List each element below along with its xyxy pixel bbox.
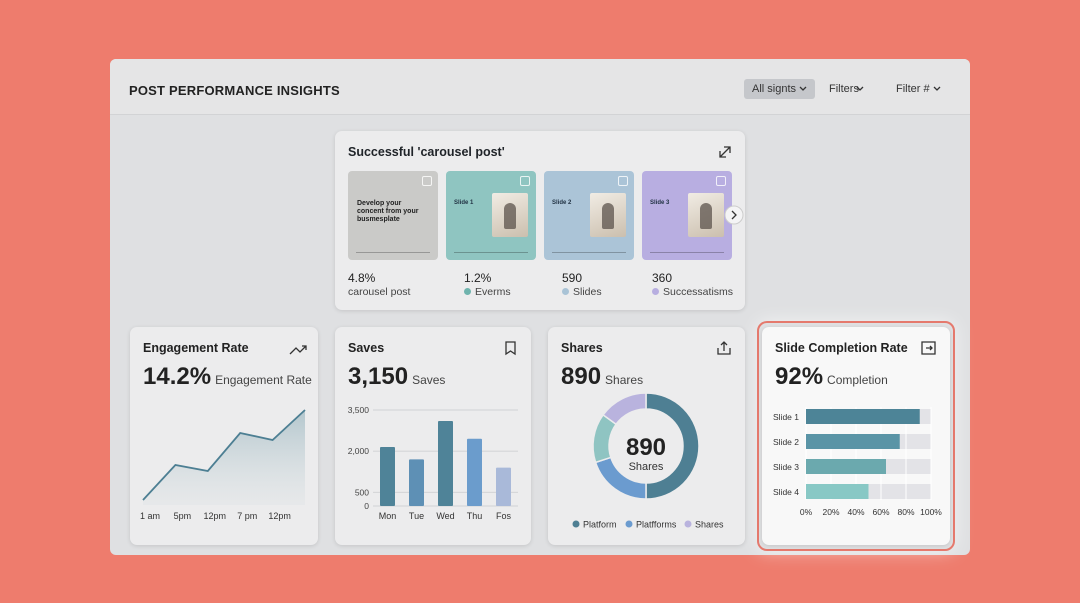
stat-value: 360: [652, 271, 673, 285]
slide-corner: [618, 176, 628, 186]
slide-label: Slide 1: [454, 200, 474, 206]
page-title: POST PERFORMANCE INSIGHTS: [129, 83, 340, 98]
stat-dot: [562, 288, 569, 295]
slide-thumbnail: Slide 3: [642, 171, 732, 260]
highlight-frame: [757, 321, 955, 551]
filter-button[interactable]: Filters: [829, 83, 859, 95]
metric-card: Slide Completion Rate 92% Completion: [762, 327, 950, 545]
photo-figure: [602, 203, 614, 229]
metric-card: Engagement Rate 14.2% Engagement Rate: [130, 327, 318, 545]
value-row: 92% Completion: [775, 363, 888, 391]
stat-dot: [652, 288, 659, 295]
slide-thumbnail: Slide 2: [544, 171, 634, 260]
slide-footer: [356, 252, 430, 253]
photo-figure: [700, 203, 712, 229]
filter-button[interactable]: Filter #: [896, 83, 930, 95]
card-title: Shares: [561, 341, 603, 355]
value-row: 3,150 Saves: [348, 363, 445, 391]
slide-corner: [716, 176, 726, 186]
slide-text: Develop your concent from your busmespla…: [357, 200, 419, 223]
carousel-title: Successful 'carousel post': [348, 145, 505, 159]
card-title: Slide Completion Rate: [775, 341, 908, 355]
slide-thumbnail: Develop your concent from your busmespla…: [348, 171, 438, 260]
stat-row: Successatisms: [652, 286, 733, 298]
metric-unit: Completion: [827, 373, 888, 387]
metric-card: Saves 3,150 Saves: [335, 327, 531, 545]
slide-label: Slide 3: [650, 200, 670, 206]
value-row: 890 Shares: [561, 363, 643, 391]
stat-dot: [464, 288, 471, 295]
stat-row: Everms: [464, 286, 511, 298]
stat-row: carousel post: [348, 286, 410, 298]
metric-value: 92%: [775, 363, 824, 390]
metric-value: 3,150: [348, 363, 409, 390]
metric-unit: Shares: [605, 373, 644, 387]
stat-value: 590: [562, 271, 583, 285]
metric-unit: Saves: [412, 373, 446, 387]
slide-corner: [422, 176, 432, 186]
metric-value: 14.2%: [143, 363, 212, 390]
slide-footer: [552, 252, 626, 253]
stat-value: 4.8%: [348, 271, 376, 285]
slide-thumbnail: Slide 1: [446, 171, 536, 260]
metric-unit: Engagement Rate: [215, 373, 312, 387]
slide-corner: [520, 176, 530, 186]
value-row: 14.2% Engagement Rate: [143, 363, 312, 391]
filter-button[interactable]: All signts: [744, 79, 815, 99]
stat-row: Slides: [562, 286, 602, 298]
metric-value: 890: [561, 363, 602, 390]
photo-figure: [504, 203, 516, 229]
stat-label: Slides: [573, 286, 602, 298]
card-title: Saves: [348, 341, 385, 355]
card-title: Engagement Rate: [143, 341, 249, 355]
stat-label: Everms: [475, 286, 511, 298]
stat-label: carousel post: [348, 286, 411, 298]
metric-card: Shares 890 Shares: [548, 327, 745, 545]
slide-footer: [454, 252, 528, 253]
slide-footer: [650, 252, 724, 253]
slide-label: Slide 2: [552, 200, 572, 206]
stat-value: 1.2%: [464, 271, 492, 285]
stat-label: Successatisms: [663, 286, 734, 298]
